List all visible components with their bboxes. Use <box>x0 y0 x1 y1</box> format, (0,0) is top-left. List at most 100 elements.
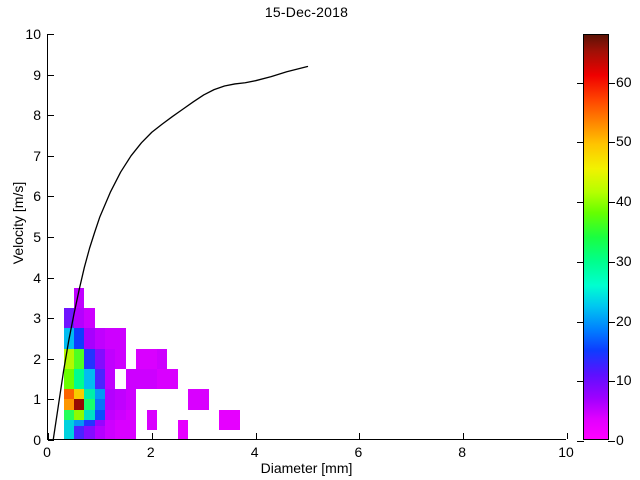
terminal-velocity-curve <box>52 65 309 441</box>
y-tick-label: 5 <box>33 229 41 245</box>
heatmap-cell <box>229 409 241 430</box>
y-tick <box>48 115 54 117</box>
heatmap-cell <box>115 419 126 439</box>
heatmap-cell <box>115 389 126 410</box>
x-tick-label: 8 <box>458 444 467 460</box>
y-axis-tick-labels: 0 1 2 3 4 5 6 7 8 9 10 <box>0 0 41 480</box>
y-axis-label: Velocity [m/s] <box>10 181 26 265</box>
heatmap-cell <box>125 389 137 410</box>
heatmap-cell <box>84 368 95 390</box>
x-tick <box>255 433 257 439</box>
heatmap-cells-layer <box>48 34 566 439</box>
y-tick <box>48 74 54 76</box>
y-tick-label: 3 <box>33 310 41 327</box>
colorbar-tick <box>608 202 615 204</box>
plot-axes <box>47 34 568 441</box>
chart-title: 15-Dec-2018 <box>264 4 349 20</box>
x-tick-label: 0 <box>43 444 51 460</box>
colorbar-tick-label: 60 <box>616 73 632 90</box>
colorbar-tick <box>577 441 584 442</box>
heatmap-cell <box>73 425 85 439</box>
heatmap-cell <box>73 399 85 420</box>
heatmap-cell <box>136 348 147 369</box>
heatmap-cell <box>63 419 74 439</box>
x-tick <box>48 433 49 439</box>
y-tick-label: 8 <box>33 107 41 124</box>
y-tick <box>48 358 54 360</box>
y-tick-label: 9 <box>33 66 41 83</box>
heatmap-cell <box>146 368 157 390</box>
colorbar-tick <box>608 441 615 442</box>
heatmap-cell <box>73 348 85 369</box>
colorbar-tick <box>577 261 584 263</box>
x-tick-label: 2 <box>146 444 155 460</box>
colorbar-tick-label: 10 <box>616 372 632 389</box>
heatmap-cell <box>198 389 209 410</box>
x-tick <box>151 433 153 439</box>
x-tick <box>359 433 361 439</box>
y-tick <box>48 399 54 401</box>
y-tick-label: 4 <box>33 269 41 286</box>
y-tick <box>48 318 54 320</box>
heatmap-cell <box>73 287 85 309</box>
x-tick-label: 4 <box>250 444 259 460</box>
y-tick-label: 2 <box>33 350 41 367</box>
y-tick-label: 10 <box>25 26 41 42</box>
heatmap-cell <box>63 399 74 420</box>
x-axis-label: Diameter [mm] <box>260 460 353 476</box>
colorbar-tick-label: 40 <box>616 193 632 210</box>
y-tick <box>48 277 54 279</box>
heatmap-cell <box>219 409 230 430</box>
colorbar-tick-label: 20 <box>616 312 632 329</box>
y-tick-label: 0 <box>33 432 41 448</box>
heatmap-cell <box>84 425 95 439</box>
x-tick <box>463 433 465 439</box>
colorbar-tick <box>608 142 615 144</box>
heatmap-cell <box>156 348 168 369</box>
heatmap-cell <box>188 389 199 410</box>
heatmap-cell <box>63 308 74 329</box>
colorbar-tick <box>577 142 584 144</box>
y-tick-label: 7 <box>33 147 41 164</box>
colorbar-tick <box>577 381 584 383</box>
heatmap-cell <box>146 348 157 369</box>
heatmap-cell <box>84 308 95 329</box>
colorbar-tick <box>608 82 615 84</box>
heatmap-cell <box>177 419 189 439</box>
heatmap-cell <box>115 328 126 349</box>
heatmap-cell <box>125 368 137 390</box>
heatmap-cell <box>105 328 116 349</box>
heatmap-cell <box>63 368 74 390</box>
heatmap-cell <box>105 368 116 390</box>
heatmap-cell <box>73 328 85 349</box>
colorbar-tick <box>577 82 584 84</box>
colorbar-tick <box>608 261 615 263</box>
y-tick <box>48 196 54 198</box>
y-tick <box>48 34 54 35</box>
colorbar <box>577 34 615 442</box>
colorbar-tick-label: 30 <box>616 252 632 269</box>
heatmap-cell <box>167 368 178 390</box>
heatmap-cell <box>105 348 116 369</box>
heatmap-cell <box>105 389 116 410</box>
heatmap-cell <box>94 399 106 420</box>
heatmap-cell <box>94 328 106 349</box>
heatmap-cell <box>94 425 106 439</box>
colorbar-tick-label: 0 <box>616 432 624 448</box>
y-tick <box>48 237 54 238</box>
y-tick-label: 1 <box>33 391 41 408</box>
colorbar-tick <box>577 321 584 323</box>
colorbar-tick <box>608 321 615 323</box>
x-tick-label: 10 <box>558 444 574 460</box>
heatmap-cell <box>63 348 74 369</box>
x-tick <box>567 433 568 439</box>
y-tick <box>48 155 54 157</box>
colorbar-tick-label: 50 <box>616 133 632 150</box>
heatmap-cell <box>84 348 95 369</box>
heatmap-cell <box>105 419 116 439</box>
heatmap-cell <box>115 348 126 369</box>
heatmap-cell <box>156 368 168 390</box>
colorbar-tick <box>608 381 615 383</box>
heatmap-cell <box>73 368 85 390</box>
